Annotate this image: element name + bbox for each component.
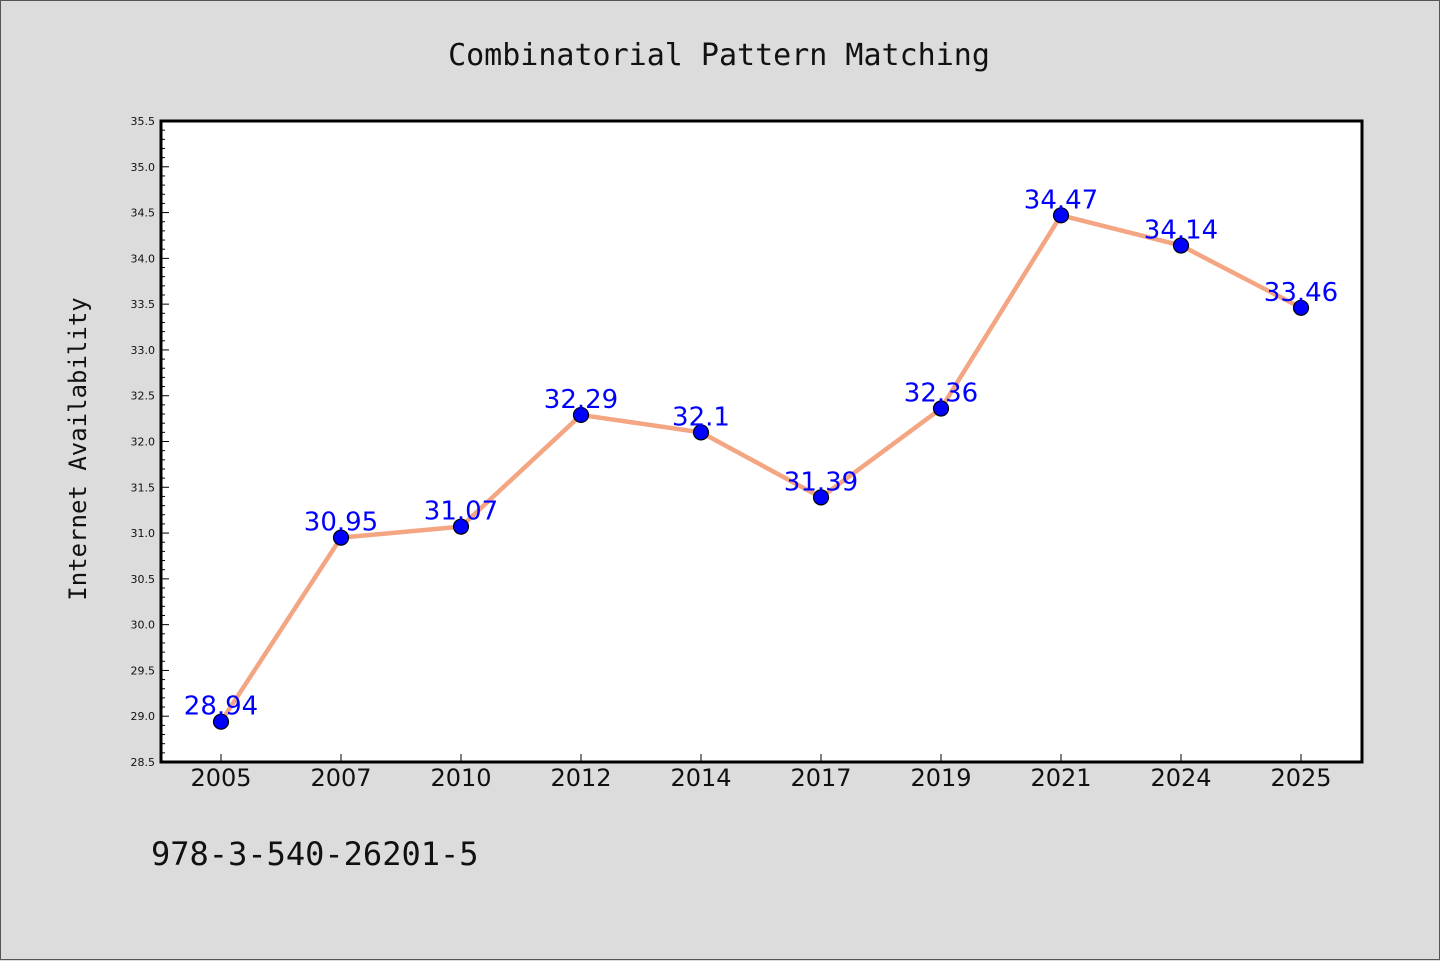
y-tick-label: 28.5 xyxy=(131,756,156,769)
data-point xyxy=(1292,299,1310,316)
y-tick-label: 31.5 xyxy=(131,481,156,494)
data-point xyxy=(1052,207,1070,224)
y-tick-label: 34.5 xyxy=(131,207,156,220)
data-label: 30.95 xyxy=(304,508,378,538)
x-tick-label: 2021 xyxy=(1030,764,1091,792)
y-tick-label: 29.0 xyxy=(131,710,156,723)
x-tick-label: 2012 xyxy=(550,764,611,792)
data-point xyxy=(332,529,350,546)
data-label: 28.94 xyxy=(184,692,258,722)
x-tick-label: 2019 xyxy=(910,764,971,792)
x-tick-label: 2005 xyxy=(190,764,251,792)
series-line-group xyxy=(219,213,1303,723)
x-tick-label: 2010 xyxy=(430,764,491,792)
y-tick-label: 35.0 xyxy=(131,161,156,174)
y-tick-label: 34.0 xyxy=(131,252,156,265)
markers-group xyxy=(212,207,1310,730)
data-point xyxy=(212,713,230,730)
data-label: 32.29 xyxy=(544,385,618,415)
y-tick-label: 32.5 xyxy=(131,390,156,403)
y-axis-label: Internet Availability xyxy=(64,297,92,600)
x-tick-label: 2007 xyxy=(310,764,371,792)
data-label: 34.14 xyxy=(1144,216,1218,246)
x-tick-label: 2024 xyxy=(1150,764,1211,792)
data-point xyxy=(692,424,710,441)
y-tick-label: 30.0 xyxy=(131,619,156,632)
y-axis: 28.5 29.0 29.5 30.0 30.5 31.0 31.5 32.0 32.5 33.0… xyxy=(131,115,169,769)
data-label: 32.1 xyxy=(672,402,730,432)
x-tick-label: 2014 xyxy=(670,764,731,792)
data-label: 31.39 xyxy=(784,467,858,497)
x-tick-label: 2017 xyxy=(790,764,851,792)
series-line xyxy=(219,213,1303,723)
data-labels-group: 28.94 30.95 31.07 32.29 32.1 31.39 32.36 34.47 3… xyxy=(184,185,1338,721)
y-tick-label: 35.5 xyxy=(131,115,156,128)
data-point xyxy=(1172,237,1190,254)
footer-isbn: 978-3-540-26201-5 xyxy=(151,835,479,873)
data-label: 33.46 xyxy=(1264,278,1338,308)
x-axis: 2005 2007 2010 2012 2014 2017 2019 2021 2024 2025 xyxy=(190,754,1332,792)
x-tick-label: 2025 xyxy=(1270,764,1331,792)
data-label: 32.36 xyxy=(904,379,978,409)
data-point xyxy=(932,400,950,417)
y-tick-label: 29.5 xyxy=(131,664,156,677)
data-point xyxy=(812,489,830,506)
data-point xyxy=(452,518,470,535)
y-tick-label: 30.5 xyxy=(131,573,156,586)
data-point xyxy=(572,406,590,424)
y-tick-label: 33.0 xyxy=(131,344,156,357)
y-tick-label: 32.0 xyxy=(131,436,156,449)
data-label: 34.47 xyxy=(1024,185,1098,215)
plot-area xyxy=(159,119,1364,764)
chart-title: Combinatorial Pattern Matching xyxy=(448,38,990,73)
y-tick-label: 31.0 xyxy=(131,527,156,540)
y-tick-label: 33.5 xyxy=(131,298,156,311)
data-label: 31.07 xyxy=(424,497,498,527)
